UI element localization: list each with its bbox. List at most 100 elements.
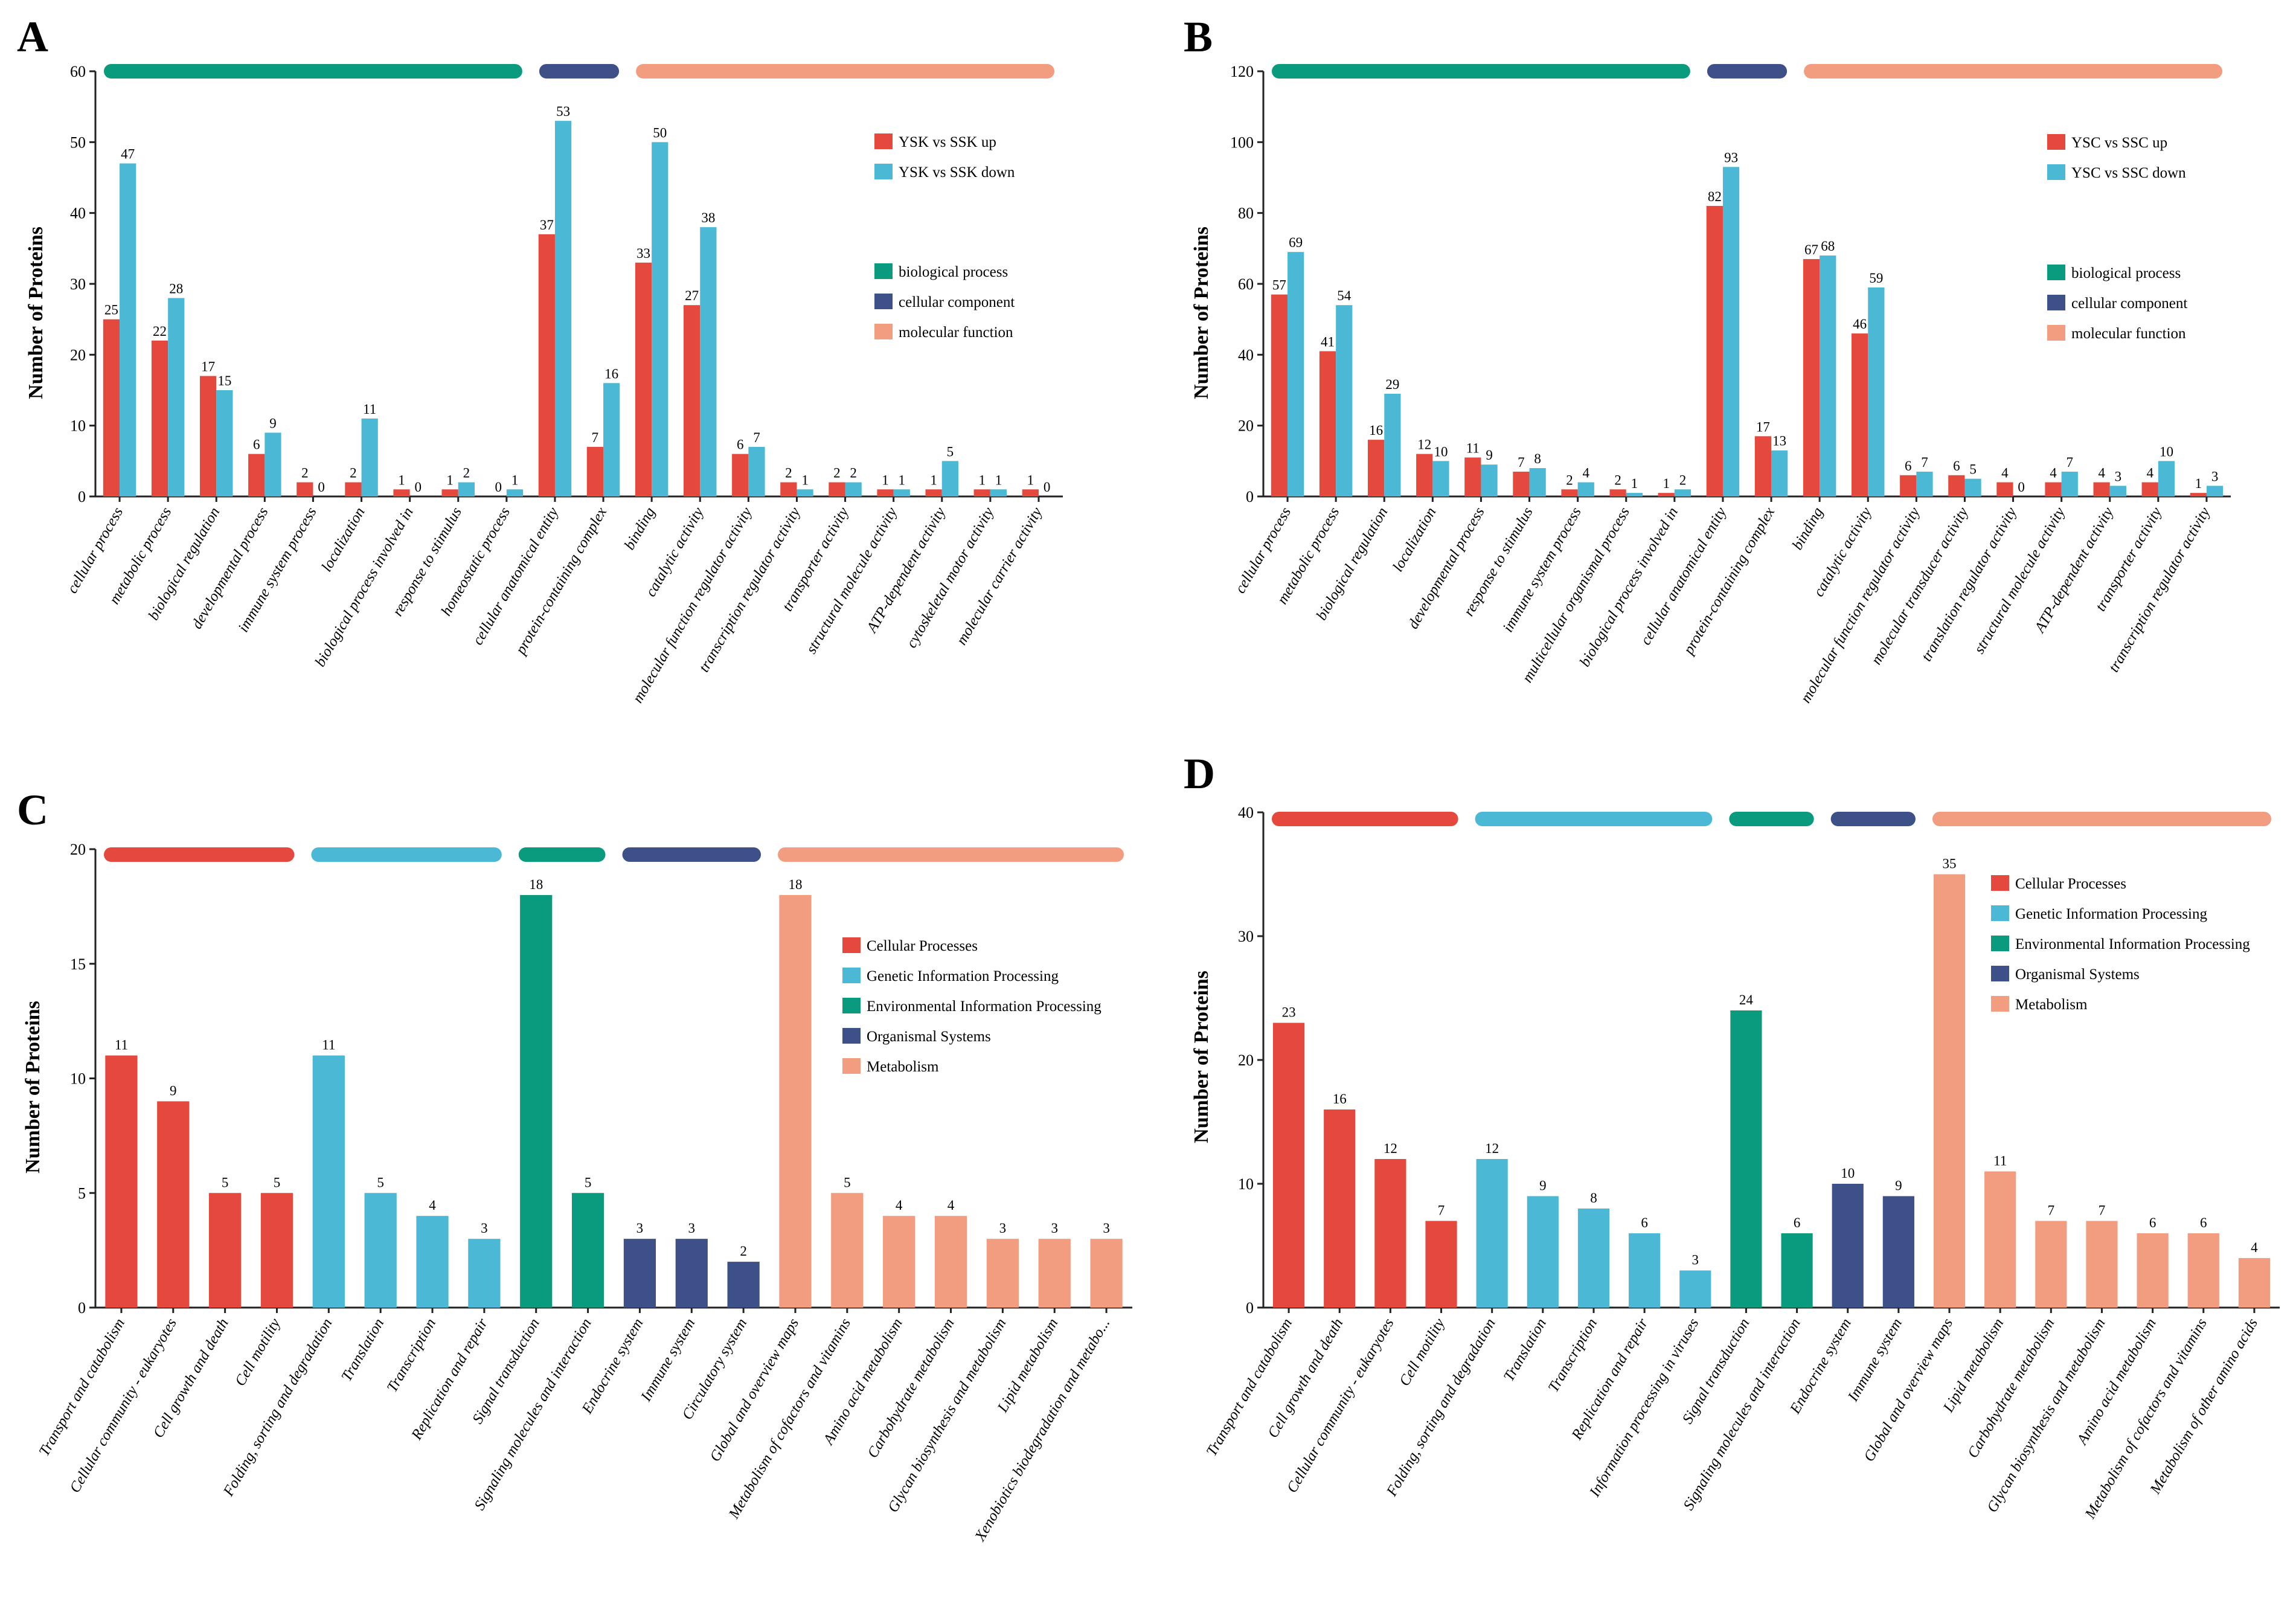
data-label: 1 <box>1663 476 1670 491</box>
bar-up <box>925 489 942 496</box>
data-label: 16 <box>1333 1091 1347 1106</box>
bar-up <box>2190 493 2207 496</box>
data-label: 2 <box>301 466 309 481</box>
data-label: 16 <box>1369 423 1383 438</box>
legend-swatch <box>874 263 893 279</box>
data-label: 3 <box>1103 1221 1110 1236</box>
legend-label: cellular component <box>899 294 1015 310</box>
data-label: 4 <box>2098 466 2105 481</box>
x-tick-label: Folding, sorting and degradation <box>1384 1316 1499 1500</box>
legend-swatch <box>874 164 893 179</box>
y-tick-label: 80 <box>1238 205 1254 222</box>
legend-label: molecular function <box>2071 326 2186 342</box>
data-label: 37 <box>540 217 554 233</box>
data-label: 7 <box>1921 455 1928 470</box>
data-label: 0 <box>318 480 325 495</box>
y-axis-title: Number of Proteins <box>1190 971 1213 1143</box>
legend-swatch <box>842 1058 861 1074</box>
legend-label: YSK vs SSK up <box>899 134 996 150</box>
panel-letter: A <box>17 13 48 61</box>
x-tick-label: Information processing in viruses <box>1586 1316 1702 1500</box>
bar-down <box>1287 252 1304 496</box>
data-label: 3 <box>1692 1253 1699 1268</box>
legend-swatch <box>874 324 893 339</box>
group-bar-metabolism <box>778 847 1124 862</box>
data-label: 3 <box>637 1221 644 1236</box>
bar-up <box>345 482 362 496</box>
bar-up <box>297 482 313 496</box>
group-bar-genetic-information-processing <box>311 847 502 862</box>
bar <box>2238 1258 2271 1308</box>
data-label: 6 <box>1905 458 1912 474</box>
bar-down <box>1771 450 1788 496</box>
data-label: 4 <box>2146 466 2153 481</box>
x-tick-label: translation regulator activity <box>1919 504 2021 664</box>
data-label: 7 <box>1438 1203 1445 1218</box>
legend-label: Environmental Information Processing <box>867 998 1102 1015</box>
legend-label: Cellular Processes <box>867 938 978 954</box>
data-label: 6 <box>1953 458 1960 474</box>
y-tick-label: 40 <box>1238 346 1254 364</box>
group-bar-organismal-systems <box>622 847 762 862</box>
data-label: 15 <box>217 373 231 388</box>
data-label: 22 <box>153 324 167 339</box>
y-tick-label: 120 <box>1230 63 1254 80</box>
bar <box>1090 1239 1123 1308</box>
bar <box>1882 1196 1914 1308</box>
y-tick-label: 60 <box>1238 275 1254 293</box>
bar-up <box>393 489 410 496</box>
x-tick-label: molecular transducer activity <box>1868 504 1972 667</box>
bar-down <box>1916 471 1933 496</box>
x-tick-label: Translation <box>338 1316 387 1384</box>
panel-letter: C <box>17 786 48 834</box>
bar-up <box>1022 489 1039 496</box>
data-label: 17 <box>201 359 215 374</box>
bar <box>883 1216 916 1308</box>
bar-up <box>2141 482 2158 496</box>
data-label: 10 <box>2160 444 2173 459</box>
data-label: 4 <box>429 1198 436 1213</box>
bar <box>1425 1221 1457 1308</box>
legend-swatch <box>2047 164 2065 180</box>
bar <box>2035 1221 2067 1308</box>
data-label: 6 <box>2149 1215 2157 1230</box>
y-tick-label: 60 <box>70 63 86 80</box>
data-label: 69 <box>1289 235 1303 250</box>
group-bar-cellular-component <box>1707 64 1788 79</box>
bar-down <box>1336 305 1353 496</box>
bar <box>1629 1233 1661 1308</box>
y-tick-label: 10 <box>70 1070 86 1088</box>
data-label: 11 <box>115 1038 128 1053</box>
group-bar-biological-process <box>1272 64 1690 79</box>
legend-label: Metabolism <box>867 1059 939 1075</box>
data-label: 11 <box>1466 440 1480 455</box>
group-bar-molecular-function <box>636 64 1054 79</box>
data-label: 12 <box>1384 1141 1397 1156</box>
x-tick-label: Transcription <box>384 1316 439 1395</box>
bar-up <box>1513 471 1530 496</box>
legend-swatch <box>2047 325 2065 341</box>
bar-up <box>1416 454 1433 496</box>
bar-down <box>941 461 958 496</box>
x-tick-label: structural molecule activity <box>803 504 900 657</box>
y-axis-title: Number of Proteins <box>22 1001 44 1174</box>
panel-letter: B <box>1184 13 1213 61</box>
bar-up <box>635 262 652 496</box>
x-tick-label: localization <box>1390 505 1439 575</box>
y-tick-label: 100 <box>1230 133 1254 151</box>
bar-down <box>990 489 1007 496</box>
bar <box>934 1216 967 1308</box>
data-label: 0 <box>2018 480 2025 495</box>
data-label: 59 <box>1869 271 1883 286</box>
data-label: 9 <box>1895 1178 1902 1193</box>
x-tick-label: Carbohydrate metabolism <box>1964 1316 2057 1461</box>
data-label: 27 <box>685 288 699 303</box>
legend-label: Genetic Information Processing <box>2015 906 2207 922</box>
bar <box>416 1216 449 1308</box>
data-label: 50 <box>653 125 667 140</box>
data-label: 12 <box>1485 1141 1499 1156</box>
x-tick-label: transcription regulator activity <box>696 504 804 675</box>
data-label: 1 <box>978 472 986 487</box>
